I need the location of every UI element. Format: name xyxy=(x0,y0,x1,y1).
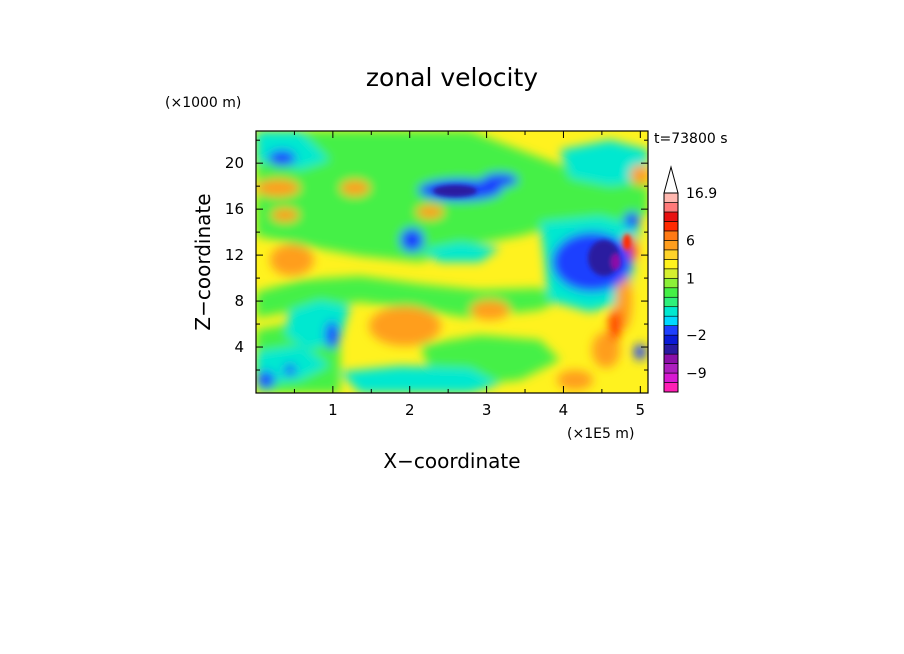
field-region xyxy=(340,366,500,393)
colorbar: 16.9 6 1 −2 −9 xyxy=(663,165,717,393)
plot-frame xyxy=(255,130,649,394)
colorbar-band xyxy=(663,249,679,260)
field-region xyxy=(256,179,300,197)
field-region xyxy=(624,212,640,228)
y-tick-label: 12 xyxy=(225,246,244,264)
colorbar-label: −2 xyxy=(686,328,707,344)
y-axis-title: Z−coordinate xyxy=(191,193,215,330)
x-axis: 1 2 3 4 5 xyxy=(293,131,646,419)
colorbar-band xyxy=(663,259,679,270)
x-tick-label: 1 xyxy=(328,401,338,419)
contour-field xyxy=(256,131,648,393)
colorbar-label: −9 xyxy=(686,366,707,382)
field-region xyxy=(470,300,510,320)
time-label: t=73800 s xyxy=(654,131,728,147)
colorbar-band xyxy=(663,296,679,308)
field-region xyxy=(609,309,621,341)
field-region xyxy=(400,228,424,252)
colorbar-band xyxy=(663,382,679,393)
colorbar-frame xyxy=(663,192,679,393)
field-region xyxy=(433,185,477,197)
colorbar-band xyxy=(663,353,679,364)
colorbar-label: 1 xyxy=(686,271,695,287)
field-region xyxy=(623,234,631,250)
y-tick-label: 8 xyxy=(234,292,244,310)
field-region xyxy=(616,270,632,330)
y-tick-label: 4 xyxy=(234,338,244,356)
y-tick-label: 16 xyxy=(225,200,244,218)
field-region xyxy=(560,140,648,186)
colorbar-band xyxy=(663,202,679,213)
y-axis: 4 8 12 16 20 xyxy=(225,139,648,371)
colorbar-band xyxy=(663,315,679,326)
field-region xyxy=(340,180,370,196)
colorbar-band xyxy=(663,334,679,345)
field-region xyxy=(611,254,621,270)
field-region xyxy=(416,205,444,219)
field-region xyxy=(270,244,314,276)
y-unit-label: (×1000 m) xyxy=(165,95,241,111)
chart-title: zonal velocity xyxy=(366,63,538,92)
field-region xyxy=(592,332,620,368)
colorbar-band xyxy=(663,306,679,317)
x-tick-label: 4 xyxy=(559,401,569,419)
colorbar-band xyxy=(663,240,679,251)
colorbar-band xyxy=(663,325,679,336)
field-region xyxy=(369,306,441,346)
field-region xyxy=(630,165,648,185)
colorbar-band xyxy=(663,192,679,203)
colorbar-extend-arrow xyxy=(663,165,679,194)
field-region xyxy=(257,371,275,389)
field-region xyxy=(284,364,296,376)
field-region xyxy=(634,344,646,360)
x-unit-label: (×1E5 m) xyxy=(567,426,634,442)
colorbar-band xyxy=(663,287,679,298)
colorbar-band xyxy=(663,344,679,355)
field-region xyxy=(588,240,620,276)
field-region xyxy=(420,242,500,262)
x-tick-label: 3 xyxy=(482,401,492,419)
colorbar-band xyxy=(663,268,679,279)
colorbar-band xyxy=(663,277,679,289)
y-tick-label: 20 xyxy=(225,154,244,172)
colorbar-label: 16.9 xyxy=(686,186,717,202)
field-region xyxy=(482,173,518,187)
colorbar-label: 6 xyxy=(686,233,695,249)
colorbar-band xyxy=(663,221,679,232)
x-tick-label: 5 xyxy=(636,401,646,419)
colorbar-band xyxy=(663,372,679,383)
colorbar-band xyxy=(663,363,679,374)
field-region xyxy=(268,150,296,166)
x-tick-label: 2 xyxy=(405,401,415,419)
x-axis-title: X−coordinate xyxy=(383,449,520,473)
colorbar-band xyxy=(663,230,679,241)
field-region xyxy=(271,208,299,222)
field-region xyxy=(557,370,593,390)
field-region xyxy=(325,321,339,349)
colorbar-band xyxy=(663,211,679,222)
